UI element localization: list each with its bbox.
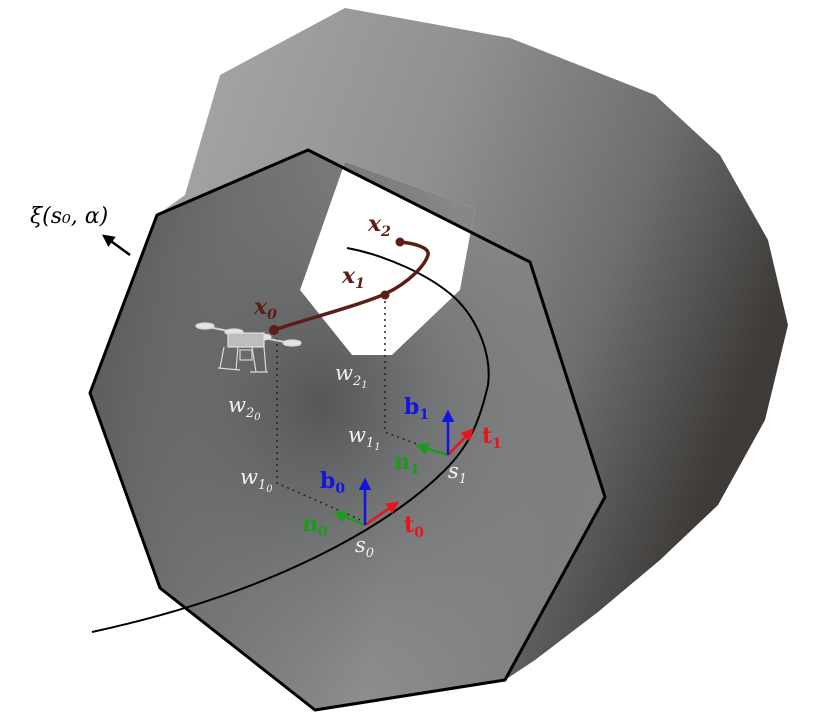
binormal-label-0: b0 bbox=[320, 468, 345, 497]
normal-arrow-0 bbox=[333, 511, 366, 527]
binormal-label-1: b1 bbox=[404, 394, 429, 423]
normal-label-1: n1 bbox=[394, 449, 420, 478]
tangent-arrow-1 bbox=[447, 428, 474, 456]
trajectory bbox=[273, 240, 430, 332]
offset-w1-0-label: w10 bbox=[240, 465, 273, 495]
arc-length-label-1: s1 bbox=[448, 459, 467, 487]
tube-param-label: ξ(s₀, α) bbox=[30, 204, 108, 229]
tube-outer-surface bbox=[157, 8, 788, 680]
tube-cross-section-outline bbox=[88, 148, 607, 712]
waypoint-x0 bbox=[269, 325, 279, 335]
tangent-label-0: t0 bbox=[404, 512, 424, 541]
waypoint-x0-label: x0 bbox=[253, 294, 277, 323]
waypoint-x2-label: x2 bbox=[367, 211, 391, 240]
reference-path bbox=[91, 247, 490, 633]
waypoint-x2 bbox=[395, 237, 405, 247]
normal-label-0: n0 bbox=[302, 511, 328, 540]
tangent-label-1: t1 bbox=[482, 423, 502, 452]
offset-w1-1-label: w11 bbox=[348, 423, 381, 453]
tube-param-arrow bbox=[101, 234, 131, 257]
quadrotor-drone-icon bbox=[195, 322, 302, 373]
tangent-arrow-0 bbox=[364, 501, 400, 527]
arc-length-label-0: s0 bbox=[355, 533, 374, 561]
offset-w2-0-label: w20 bbox=[228, 393, 261, 423]
offset-w2-1-label: w21 bbox=[335, 361, 368, 391]
waypoint-x1 bbox=[380, 290, 390, 300]
waypoint-x1-label: x1 bbox=[341, 263, 365, 292]
normal-arrow-1 bbox=[415, 442, 449, 457]
